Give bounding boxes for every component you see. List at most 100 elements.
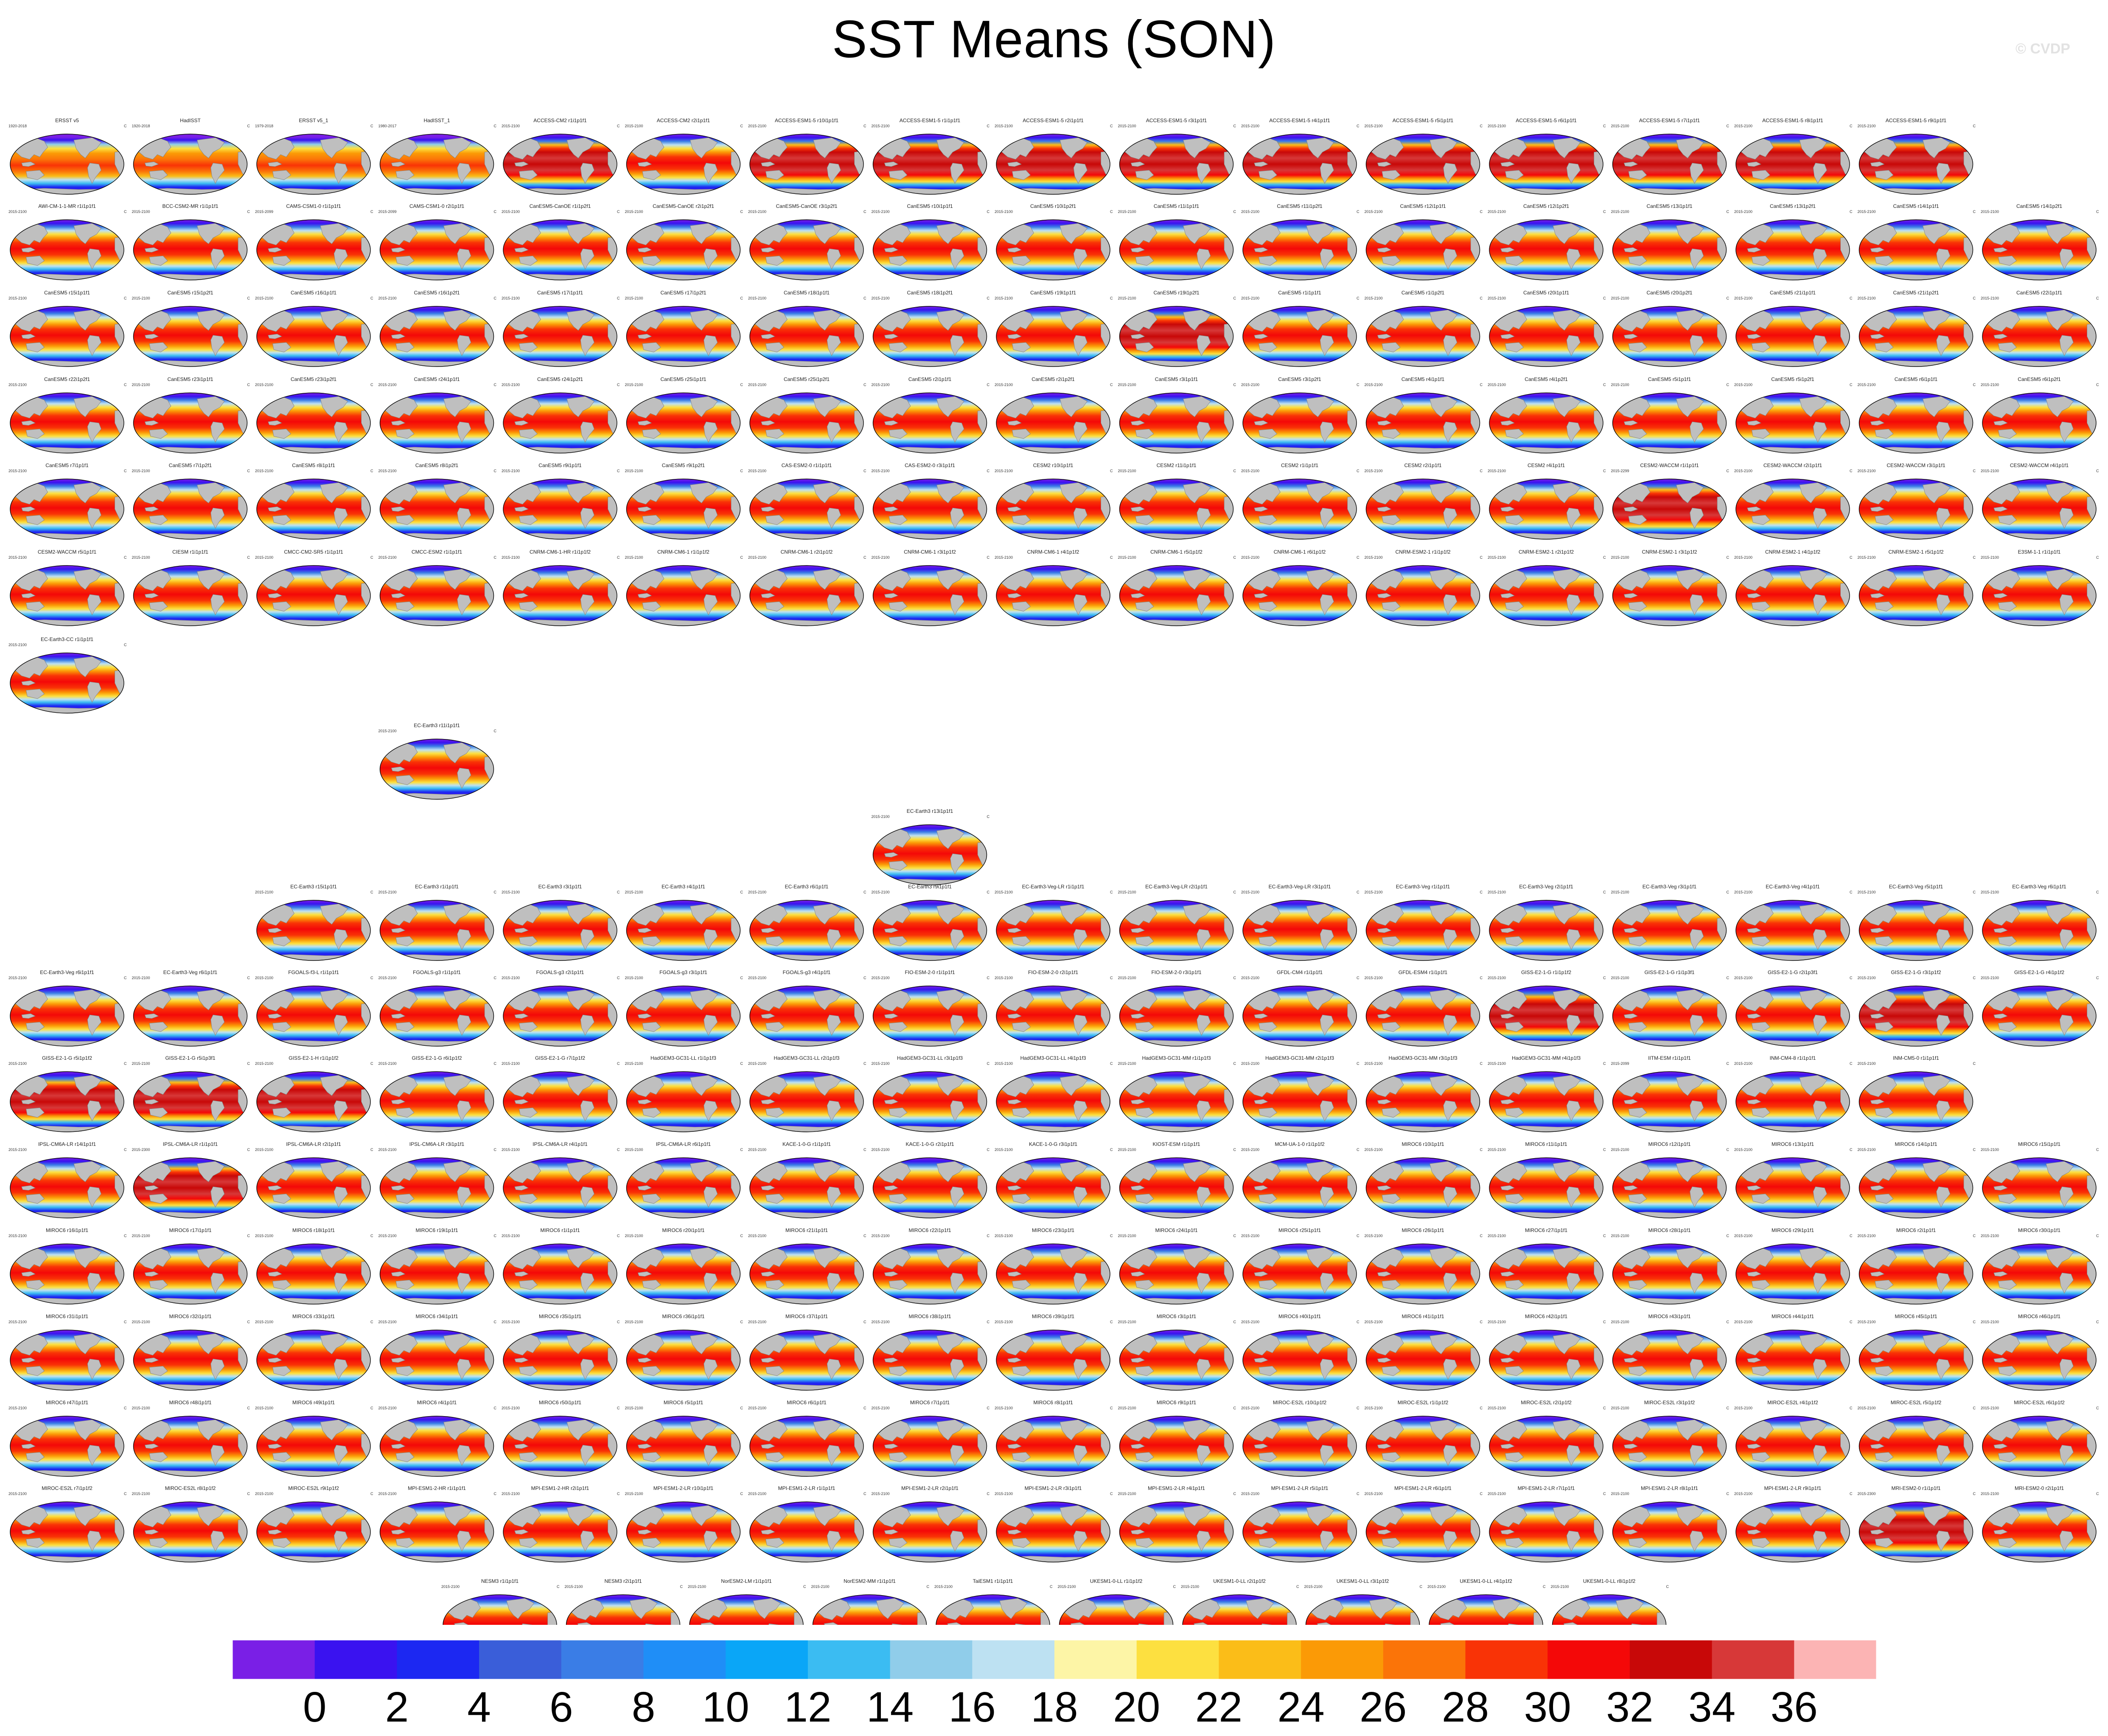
panel-years: 2015-2100 xyxy=(625,890,643,894)
land-mass xyxy=(1500,333,1515,339)
panel-years: 2015-2100 xyxy=(748,1234,766,1238)
land-mass xyxy=(133,1556,247,1562)
panel-title: FGOALS-g3 r3i1p1f1 xyxy=(659,969,707,975)
panel-title: CanESM5 r3i1p1f1 xyxy=(1155,376,1198,382)
land-mass xyxy=(936,569,964,590)
land-mass xyxy=(1130,593,1145,599)
land-mass xyxy=(936,482,964,504)
panel-unit: C xyxy=(803,1585,806,1589)
panel-unit: C xyxy=(370,555,373,560)
panel-years: 2015-2100 xyxy=(995,1406,1013,1410)
map-outline xyxy=(503,219,617,280)
land-mass xyxy=(580,507,594,529)
panel-years: 2015-2100 xyxy=(1734,1061,1752,1066)
panel-title: AWI-CM-1-1-MR r1i1p1f1 xyxy=(38,203,96,209)
panel-years: 2015-2100 xyxy=(1118,210,1136,214)
panel-unit: C xyxy=(1357,210,1360,214)
panel-unit: C xyxy=(1850,296,1853,300)
panel-unit: C xyxy=(617,1148,620,1152)
land-mass xyxy=(1259,342,1278,353)
panel-title: HadISST xyxy=(180,118,201,123)
map-outline xyxy=(1859,392,1973,454)
land-mass xyxy=(210,594,225,616)
panel-unit: C xyxy=(1727,469,1730,473)
panel-title: NESM3 r1i1p1f1 xyxy=(481,1578,519,1584)
panel-unit: C xyxy=(124,1148,127,1152)
land-mass xyxy=(1923,396,1951,417)
land-mass xyxy=(761,927,775,933)
panel-unit: C xyxy=(987,124,990,128)
panel-title: CanESM5-CanOE r1i1p2f1 xyxy=(530,203,591,209)
land-mass xyxy=(1382,428,1401,439)
map-outline xyxy=(10,134,124,195)
panel-unit: C xyxy=(370,210,373,214)
map-outline xyxy=(872,134,987,195)
panel-years: 1920-2018 xyxy=(8,124,27,128)
land-mass xyxy=(1366,619,1480,626)
panel-unit: C xyxy=(1480,124,1483,128)
panel-years: 2015-2100 xyxy=(1734,976,1752,980)
panel-years: 2015-2100 xyxy=(1365,383,1383,387)
panel-title: GISS-E2-1-G r1i1p3f1 xyxy=(1644,969,1694,975)
map-outline xyxy=(379,565,494,626)
land-mass xyxy=(1982,274,2096,280)
map-outline xyxy=(1612,565,1727,626)
land-mass xyxy=(1254,247,1268,253)
land-mass xyxy=(1870,247,1885,253)
panel-years: 2015-2100 xyxy=(625,210,643,214)
land-mass xyxy=(1612,1126,1727,1132)
land-mass xyxy=(1875,170,1894,180)
panel-unit: C xyxy=(1973,555,1976,560)
land-mass xyxy=(950,162,964,184)
land-mass xyxy=(813,137,841,159)
panel-years: 2015-2100 xyxy=(1734,296,1752,300)
land-mass xyxy=(750,1040,863,1046)
land-mass xyxy=(750,1470,863,1476)
land-mass xyxy=(1135,255,1154,266)
land-mass xyxy=(1377,333,1392,339)
land-mass xyxy=(626,1384,740,1390)
map-outline xyxy=(1242,479,1357,540)
panel-years: 2015-2100 xyxy=(378,1492,397,1496)
panel-years: 2015-2100 xyxy=(995,555,1013,560)
land-mass xyxy=(1243,1126,1357,1132)
land-mass xyxy=(1553,223,1581,244)
land-mass xyxy=(391,766,406,772)
map-outline xyxy=(256,392,371,454)
panel-unit: C xyxy=(1480,469,1483,473)
land-mass xyxy=(1119,533,1233,539)
panel-years: 2015-2100 xyxy=(378,1148,397,1152)
land-mass xyxy=(457,929,471,950)
panel-unit: C xyxy=(1357,124,1360,128)
panel-unit: C xyxy=(370,1148,373,1152)
panel-title: MIROC6 r43i1p1f1 xyxy=(1648,1313,1690,1319)
panel-years: 2015-2100 xyxy=(8,1320,27,1324)
panel-title: CNRM-CM6-1 r1i1p1f2 xyxy=(657,549,709,555)
panel-unit: C xyxy=(494,1148,497,1152)
land-mass xyxy=(26,601,45,612)
map-outline xyxy=(1859,134,1973,195)
land-mass xyxy=(10,707,124,713)
panel-unit: C xyxy=(1357,976,1360,980)
panel-unit: C xyxy=(494,1061,497,1066)
panel-years: 2015-2100 xyxy=(1611,383,1629,387)
land-mass xyxy=(395,601,415,612)
panel-years: 2015-2100 xyxy=(1858,890,1876,894)
land-mass xyxy=(1119,1040,1233,1046)
land-mass xyxy=(1443,162,1458,184)
panel-unit: C xyxy=(740,1320,743,1324)
land-mass xyxy=(996,188,1110,194)
panel-years: 2015-2100 xyxy=(995,1148,1013,1152)
panel-unit: C xyxy=(1850,890,1853,894)
panel-title: UKESM1-0-LL r4i1p1f2 xyxy=(1460,1578,1512,1584)
panel-unit: C xyxy=(680,1585,683,1589)
